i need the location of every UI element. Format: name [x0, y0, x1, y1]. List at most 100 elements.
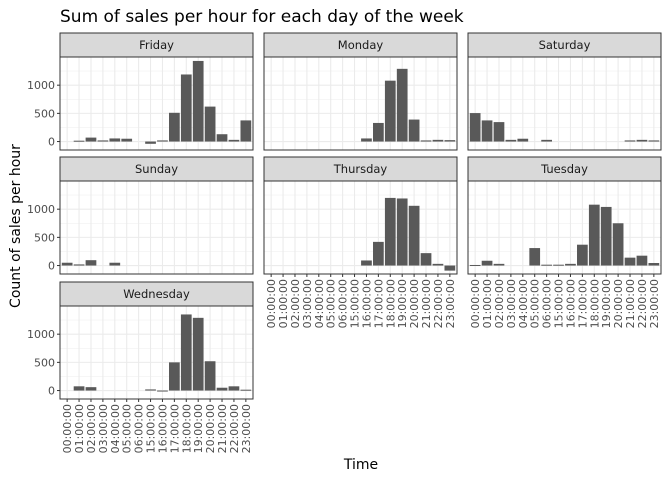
facet-strip — [263, 32, 458, 58]
panel-background — [60, 306, 253, 399]
bar-wednesday-16 — [157, 390, 168, 392]
x-tick-label: 16:00:00 — [360, 279, 373, 328]
panel-border — [263, 180, 458, 275]
bar-saturday-00 — [469, 113, 481, 142]
bars — [61, 260, 121, 266]
bar-tuesday-06 — [541, 264, 552, 266]
bar-wednesday-22 — [228, 386, 240, 391]
facet-strip — [263, 156, 458, 182]
facet-strip-label: Wednesday — [123, 287, 190, 301]
x-tick-label: 23:00:00 — [648, 279, 661, 328]
bar-sunday-01 — [73, 264, 85, 266]
panel-border — [59, 180, 254, 275]
bar-friday-18 — [180, 74, 192, 142]
bar-tuesday-23 — [648, 263, 660, 266]
x-tick-label: 23:00:00 — [240, 404, 253, 453]
bar-tuesday-05 — [529, 248, 541, 266]
bar-thursday-21 — [420, 253, 432, 266]
bar-thursday-18 — [384, 197, 396, 266]
bar-friday-22 — [228, 139, 240, 142]
bar-tuesday-02 — [493, 263, 505, 266]
x-tick-label: 01:00:00 — [481, 279, 494, 328]
x-tick-label: 05:00:00 — [529, 279, 542, 328]
x-tick-label: 00:00:00 — [265, 279, 278, 328]
x-tick-label: 21:00:00 — [216, 404, 229, 453]
facet-strip — [59, 32, 254, 58]
panel-background — [60, 181, 253, 274]
y-tick-label: 1000 — [27, 79, 55, 92]
x-tick-label: 02:00:00 — [493, 279, 506, 328]
y-tick-label: 1000 — [27, 328, 55, 341]
gridlines — [60, 181, 253, 274]
bar-friday-04 — [109, 138, 121, 142]
bar-friday-21 — [216, 134, 228, 142]
x-tick-label: 05:00:00 — [325, 279, 338, 328]
y-tick-label: 500 — [34, 231, 55, 244]
x-tick-label: 18:00:00 — [180, 404, 193, 453]
facet-strip — [467, 156, 662, 182]
facet-strip-label: Sunday — [135, 162, 178, 176]
bar-tuesday-20 — [612, 223, 624, 266]
x-tick-label: 16:00:00 — [156, 404, 169, 453]
x-tick-label: 06:00:00 — [133, 404, 146, 453]
panel-border — [467, 180, 662, 275]
x-tick-label: 19:00:00 — [396, 279, 409, 328]
bar-wednesday-21 — [216, 387, 228, 391]
x-tick-label: 06:00:00 — [541, 279, 554, 328]
bar-monday-18 — [384, 80, 396, 142]
y-tick-label: 500 — [34, 107, 55, 120]
x-tick-label: 05:00:00 — [121, 404, 134, 453]
facet-tuesday: Tuesday00:00:0001:00:0002:00:0003:00:000… — [467, 156, 662, 328]
bar-saturday-01 — [481, 120, 493, 142]
bars — [361, 68, 456, 142]
bars — [73, 60, 252, 144]
bar-friday-15 — [145, 141, 156, 144]
x-tick-label: 20:00:00 — [204, 404, 217, 453]
bar-friday-20 — [204, 106, 216, 142]
bar-friday-05 — [121, 138, 133, 142]
x-tick-label: 00:00:00 — [61, 404, 74, 453]
facet-panels: Friday 0 500 1000 Monday Saturday Sunday 0 500 10… — [27, 32, 662, 453]
bar-saturday-23 — [648, 140, 660, 142]
bar-friday-17 — [169, 112, 180, 142]
facet-monday: Monday — [263, 32, 458, 151]
bar-friday-16 — [157, 140, 168, 142]
x-tick-label: 17:00:00 — [168, 404, 181, 453]
bar-thursday-19 — [396, 198, 408, 266]
bar-wednesday-19 — [192, 317, 204, 391]
bar-sunday-02 — [85, 260, 97, 266]
x-tick-label: 06:00:00 — [337, 279, 350, 328]
facet-strip-label: Saturday — [539, 38, 591, 52]
bar-monday-19 — [396, 68, 408, 142]
x-tick-label: 01:00:00 — [73, 404, 86, 453]
x-axis-label: Time — [343, 457, 378, 473]
bar-saturday-22 — [636, 139, 648, 142]
facet-sunday: Sunday 0 500 1000 — [27, 156, 254, 275]
facet-strip-label: Monday — [338, 38, 384, 52]
x-tick-label: 15:00:00 — [349, 279, 362, 328]
bar-tuesday-00 — [469, 264, 481, 266]
bar-friday-03 — [97, 140, 109, 142]
bar-wednesday-18 — [180, 314, 192, 391]
bar-monday-17 — [373, 122, 384, 142]
x-tick-label: 21:00:00 — [624, 279, 637, 328]
x-tick-label: 02:00:00 — [85, 404, 98, 453]
x-tick-label: 03:00:00 — [97, 404, 110, 453]
x-tick-label: 23:00:00 — [444, 279, 457, 328]
gridlines — [60, 306, 253, 399]
facet-strip-label: Friday — [139, 38, 174, 52]
x-tick-label: 15:00:00 — [145, 404, 158, 453]
bar-sunday-00 — [61, 262, 73, 266]
facet-wednesday: Wednesday 0 500 1000 00:00:0001:00:0002:00:0… — [27, 281, 254, 453]
facet-strip — [467, 32, 662, 58]
x-tick-label: 17:00:00 — [372, 279, 385, 328]
x-tick-label: 22:00:00 — [432, 279, 445, 328]
bar-saturday-04 — [517, 138, 529, 142]
bar-friday-01 — [73, 140, 85, 142]
x-tick-label: 21:00:00 — [420, 279, 433, 328]
x-tick-label: 02:00:00 — [289, 279, 302, 328]
bar-monday-21 — [420, 140, 432, 142]
chart-title: Sum of sales per hour for each day of th… — [60, 7, 464, 27]
panel-border — [467, 56, 662, 151]
bar-saturday-03 — [505, 139, 517, 142]
